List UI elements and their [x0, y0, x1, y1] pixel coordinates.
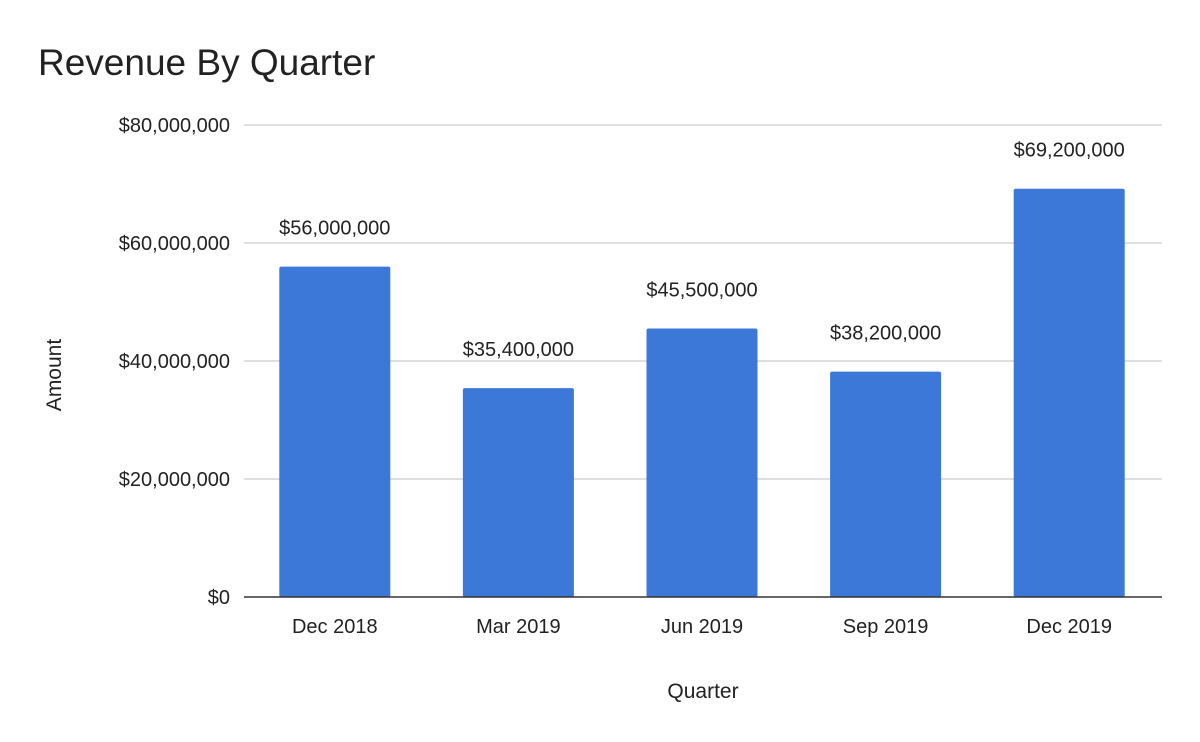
x-axis-ticks: Dec 2018 Mar 2019 Jun 2019 Sep 2019 Dec 2019: [292, 616, 1112, 638]
data-label: $35,400,000: [463, 339, 574, 361]
bar: [279, 266, 391, 597]
bar: [462, 388, 574, 597]
y-tick-label: $40,000,000: [119, 351, 230, 373]
y-tick-label: $20,000,000: [119, 469, 230, 491]
y-axis-ticks: $0 $20,000,000 $40,000,000 $60,000,000 $80,0…: [119, 115, 230, 609]
x-axis-label: Quarter: [667, 680, 738, 703]
x-tick-label: Mar 2019: [476, 616, 561, 638]
y-tick-label: $0: [208, 587, 230, 609]
data-label: $45,500,000: [646, 280, 757, 302]
y-tick-label: $60,000,000: [119, 233, 230, 255]
bar: [830, 371, 942, 597]
x-tick-label: Dec 2019: [1026, 616, 1112, 638]
chart-title: Revenue By Quarter: [38, 42, 375, 83]
data-label: $56,000,000: [279, 218, 390, 240]
bars: $56,000,000 $35,400,000 $45,500,000 $38,200…: [279, 140, 1125, 597]
x-tick-label: Dec 2018: [292, 616, 378, 638]
data-label: $69,200,000: [1014, 140, 1125, 162]
y-axis-label: Amount: [43, 339, 66, 412]
x-tick-label: Sep 2019: [843, 616, 929, 638]
bar: [1013, 188, 1125, 597]
bar: [646, 328, 758, 597]
data-label: $38,200,000: [830, 323, 941, 345]
x-tick-label: Jun 2019: [661, 616, 743, 638]
y-tick-label: $80,000,000: [119, 115, 230, 137]
